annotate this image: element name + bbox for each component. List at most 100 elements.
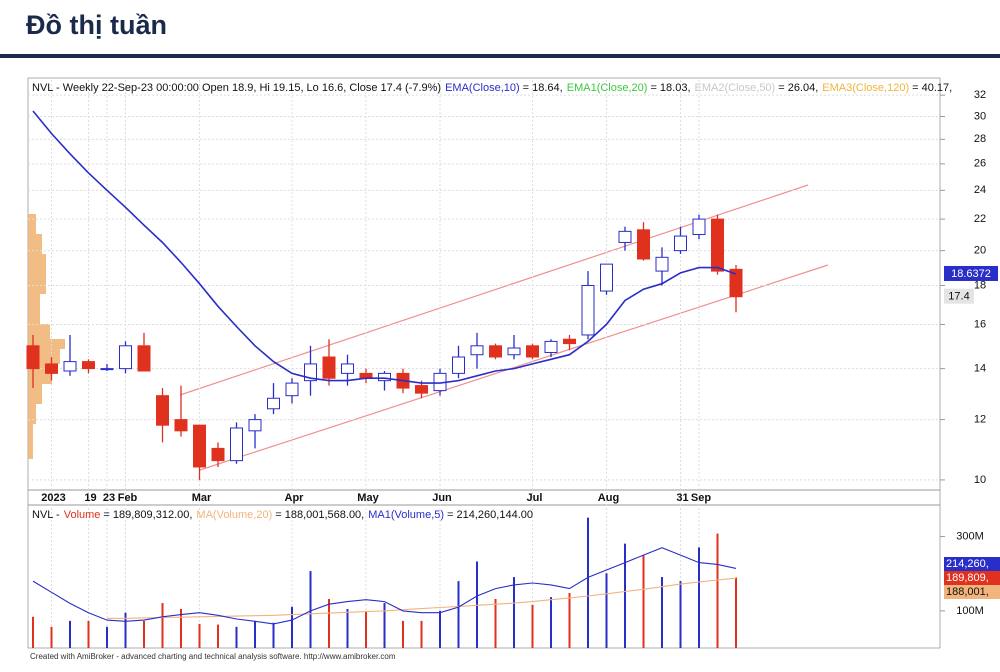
x-tick-label: 31 [676,492,688,504]
indicator-line [32,547,737,625]
last-value-label: 214,260, [946,558,989,570]
legend-value: = 18.03, [650,82,690,94]
candle-body [711,218,724,272]
y-tick-label: 300M [956,530,984,542]
candle-body [248,419,262,432]
legend-value: = 40.17, [912,82,952,94]
candle-body [174,419,188,432]
candle-body [26,345,40,370]
candle-body [304,363,317,382]
candle-body [100,368,114,371]
y-tick-label: 24 [974,184,986,196]
last-value-box [944,571,1000,585]
candle-body [470,345,484,356]
x-tick-label: Aug [598,492,619,504]
legend-name: EMA3(Close,120) [822,82,909,94]
candle-body [137,345,151,372]
candle-body [119,345,132,370]
candle-body [692,218,706,235]
x-tick-label: Jun [432,492,452,504]
last-value-label: 189,809, [946,572,989,584]
candle-body [637,229,650,260]
last-close-box [944,288,974,304]
legend-value: = 26.04, [778,82,818,94]
slide-title: Đồ thị tuần [26,10,167,40]
candle-body [674,235,687,252]
last-value-label: 188,001, [946,586,989,598]
x-tick-label: Mar [192,492,212,504]
legend-name: Volume [64,509,101,521]
candle-body [581,284,595,336]
y-tick-label: 10 [974,474,986,486]
last-close-label: 17.4 [948,291,969,303]
candle-body [378,372,391,382]
indicator-line [32,110,737,384]
candle-body [45,363,58,374]
candle-body [415,385,428,394]
legend-value: = 214,260,144.00 [447,509,533,521]
legend-value: = 188,001,568.00, [275,509,364,521]
last-value-label: 18.6372 [951,268,991,280]
candle-body [63,361,77,372]
candle-body [322,356,336,379]
volume-header: NVL - Volume = 189,809,312.00, MA(Volume,20… [32,509,533,521]
y-tick-label: 30 [974,110,986,122]
candle-body [82,361,95,370]
candle-body [507,347,521,356]
x-tick-label: Sep [691,492,711,504]
y-tick-label: 22 [974,213,986,225]
candle-body [526,345,539,358]
y-tick-label: 12 [974,414,986,426]
y-tick-label: 32 [974,89,986,101]
x-tick-label: Apr [285,492,305,504]
legend-value: = 18.64, [523,82,563,94]
y-tick-label: 16 [974,318,986,330]
last-value-box [944,585,1000,599]
x-tick-label: 19 [84,492,96,504]
candle-body [729,268,743,298]
volume-profile [28,214,65,459]
legend-name: MA1(Volume,5) [368,509,444,521]
x-tick-label: 2023 [41,492,65,504]
trend-channel-lower [199,264,829,471]
x-tick-label: Feb [118,492,138,504]
candle-body [563,338,576,345]
legend-name: EMA(Close,10) [445,82,520,94]
x-tick-label: 23 [103,492,115,504]
indicator-line [107,577,737,619]
chart-frame [27,77,941,649]
candle-body [267,397,280,410]
y-tick-label: 28 [974,133,986,145]
candle-body [285,382,299,397]
y-tick-label: 20 [974,245,986,257]
legend-value: = 189,809,312.00, [103,509,192,521]
legend-name: EMA1(Close,20) [567,82,648,94]
candle-body [341,363,354,374]
candle-body [193,424,206,468]
x-tick-label: May [357,492,379,504]
legend-name: MA(Volume,20) [196,509,272,521]
y-tick-label: 18 [974,279,986,291]
candle-body [600,263,613,292]
header-text: NVL - [32,509,60,521]
candle-body [618,230,632,243]
x-tick-label: Jul [527,492,543,504]
price-header: NVL - Weekly 22-Sep-23 00:00:00 Open 18.… [32,82,952,94]
header-text: NVL - Weekly 22-Sep-23 00:00:00 Open 18.… [32,82,441,94]
candle-body [452,356,465,374]
title-rule [0,54,1000,58]
y-tick-label: 26 [974,158,986,170]
candle-body [655,256,669,272]
y-tick-label: 100M [956,605,984,617]
candle-body [489,345,502,358]
last-value-box [944,265,998,281]
last-value-box [944,557,1000,571]
candle-body [230,427,243,462]
candle-body [544,340,558,353]
candle-body [156,395,169,426]
candle-body [211,447,225,462]
legend-name: EMA2(Close,50) [695,82,776,94]
y-tick-label: 14 [974,363,986,375]
footer: Created with AmiBroker - advanced charti… [30,652,396,661]
